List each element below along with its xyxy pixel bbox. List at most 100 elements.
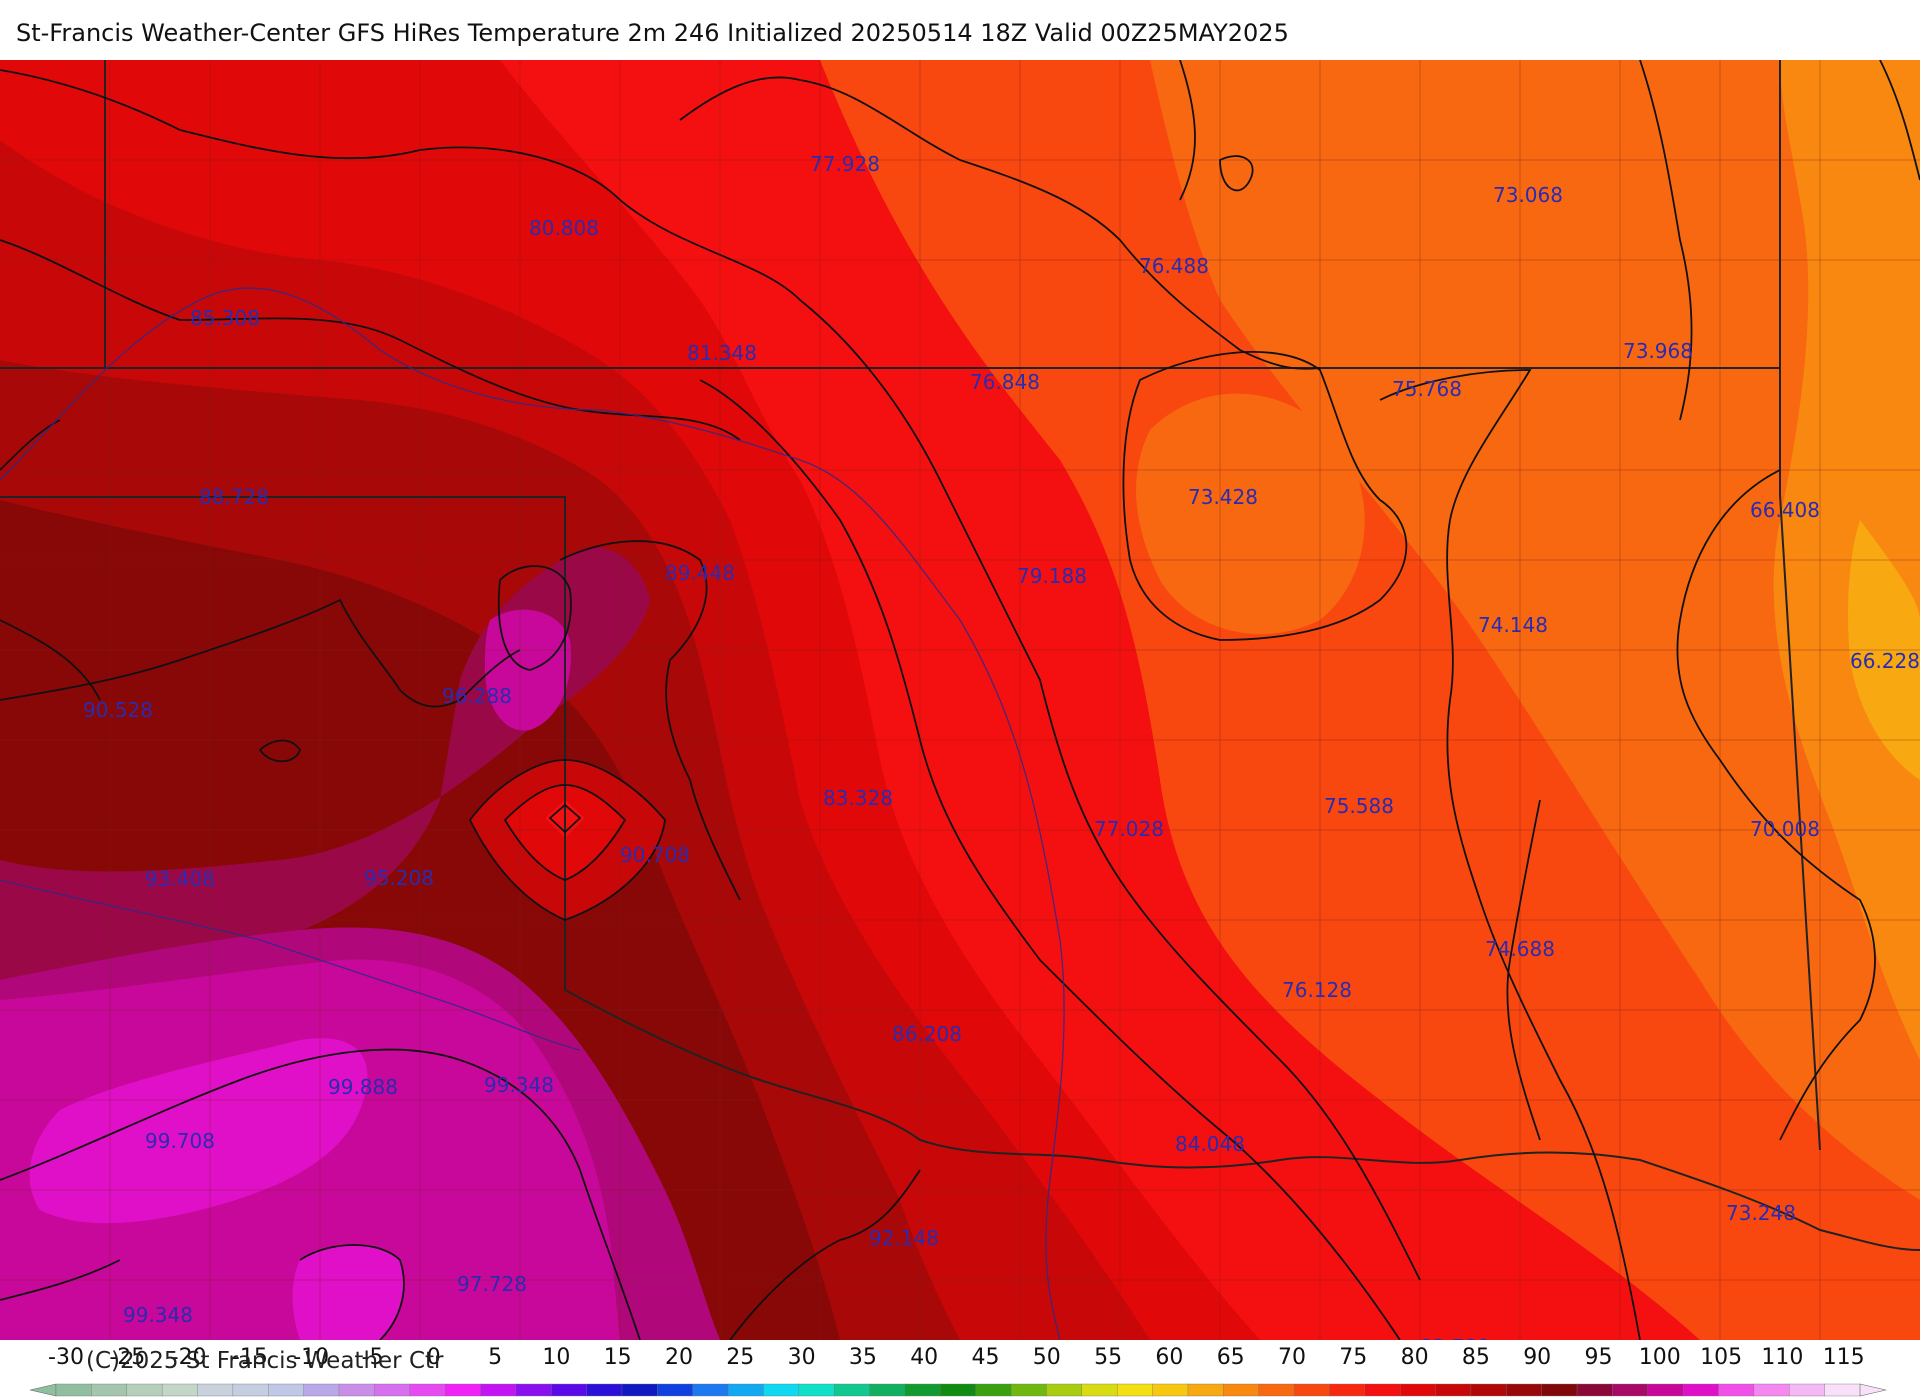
colorbar-swatch [1435,1383,1472,1397]
colorbar-swatch [1647,1383,1684,1397]
copyright-notice: (C)2025 St Francis Weather Ctr [86,1348,444,1374]
colorbar-swatch [338,1383,376,1397]
colorbar-tick-label: 35 [849,1345,877,1370]
colorbar-swatch [374,1383,411,1397]
temperature-label: 73.248 [1726,1201,1796,1225]
colorbar-swatch [904,1383,942,1397]
colorbar-swatch [126,1383,163,1397]
colorbar-swatch [1753,1383,1790,1397]
temperature-label: 77.928 [810,152,880,176]
temperature-label: 75.768 [1392,377,1462,401]
temperature-label: 85.308 [190,306,260,330]
state-boundaries [0,60,1920,1251]
reference-contour [0,287,1065,1340]
temperature-map: 77.928 73.068 80.808 76.488 85.308 81.348 73.9… [0,60,1920,1340]
temperature-label: 97.728 [457,1272,527,1296]
colorbar-swatch [551,1383,588,1397]
temperature-label: 80.808 [529,216,599,240]
colorbar-tick-label: 50 [1033,1345,1061,1370]
colorbar-tick-label: 45 [972,1345,1000,1370]
colorbar-swatch [515,1383,552,1397]
colorbar-tick-label: 15 [604,1345,632,1370]
colorbar-swatch [1682,1383,1720,1397]
colorbar-tick-label: -5 [362,1345,384,1370]
map-title: St-Francis Weather-Center GFS HiRes Temp… [16,19,1289,47]
temperature-label: 90.528 [83,698,153,722]
colorbar-swatch [1824,1383,1861,1397]
colorbar-swatch [444,1383,482,1397]
colorbar-tick-label: 70 [1278,1345,1306,1370]
colorbar-tick-label: 90 [1523,1345,1551,1370]
temperature-label: 76.488 [1139,254,1209,278]
colorbar-swatch [1187,1383,1224,1397]
colorbar-swatch [1223,1383,1260,1397]
temperature-label: 92.148 [869,1226,939,1250]
colorbar-legend: -30 -25 -20 -15 -10 -5 0 5 10 15 20 25 30 35 40 45 50 55 6… [29,1345,1887,1397]
temperature-label: 95.208 [364,866,434,890]
colorbar-tick-label: 65 [1217,1345,1245,1370]
temperature-label: 66.228 [1850,649,1920,673]
temperature-label: 75.588 [1324,794,1394,818]
colorbar-tick-label: 100 [1639,1345,1681,1370]
colorbar-swatch [833,1383,871,1397]
colorbar-tick-label: 5 [488,1345,502,1370]
colorbar-swatch [1399,1383,1437,1397]
colorbar-tick-label: 85 [1462,1345,1490,1370]
isotherm-contours [0,60,1920,1340]
temperature-label: 74.688 [1485,937,1555,961]
temperature-label: 96.288 [442,684,512,708]
colorbar-tick-label: 110 [1761,1345,1803,1370]
colorbar-swatch [586,1383,623,1397]
temp-band-70-75-west [1136,393,1365,635]
colorbar-ticks: -30 -25 -20 -15 -10 -5 0 5 10 15 20 25 30 35 40 45 50 55 6… [48,1345,1865,1370]
colorbar-swatch [975,1383,1012,1397]
temperature-label: 88.728 [199,485,269,509]
colorbar-swatch [1258,1383,1295,1397]
colorbar-swatch [869,1383,906,1397]
colorbar-tick-label: 20 [665,1345,693,1370]
colorbar-swatch [1541,1383,1578,1397]
temperature-label: 73.068 [1493,183,1563,207]
temperature-label: 99.348 [123,1303,193,1327]
colorbar-tick-label: 30 [788,1345,816,1370]
colorbar-swatch [91,1383,128,1397]
colorbar-tick-label: 10 [542,1345,570,1370]
colorbar-swatch [1293,1383,1331,1397]
temp-band-extreme-south [292,1245,404,1340]
colorbar-tick-label: -25 [109,1345,145,1370]
colorbar-swatch [197,1383,234,1397]
temperature-labels: 77.928 73.068 80.808 76.488 85.308 81.348 73.9… [83,152,1920,1340]
temperature-label: 81.348 [687,341,757,365]
colorbar-tick-label: 55 [1094,1345,1122,1370]
temperature-label: 82.788 [1420,1335,1490,1340]
temperature-label: 73.968 [1623,339,1693,363]
colorbar-tick-label: -30 [48,1345,84,1370]
colorbar-swatch [1612,1383,1649,1397]
colorbar-swatch [1152,1383,1189,1397]
colorbar-tick-label: 115 [1823,1345,1865,1370]
colorbar-swatch [409,1383,446,1397]
temperature-label: 70.008 [1750,817,1820,841]
colorbar-swatch [1364,1383,1401,1397]
temperature-label: 66.408 [1750,498,1820,522]
temp-band-70-75 [1150,60,1920,1200]
colorbar-swatch [1329,1383,1366,1397]
colorbar-tick-label: 75 [1339,1345,1367,1370]
colorbar-swatch [1718,1383,1755,1397]
colorbar-swatch [1470,1383,1507,1397]
colorbar-swatch [161,1383,199,1397]
temperature-label: 89.448 [665,561,735,585]
colorbar-min-arrow [29,1383,57,1397]
temp-band-extreme [29,1038,368,1224]
colorbar-swatch [232,1383,269,1397]
colorbar-tick-label: -15 [232,1345,268,1370]
temperature-label: 83.328 [823,786,893,810]
colorbar-swatch [798,1383,835,1397]
colorbar-swatch [268,1383,305,1397]
colorbar-tick-label: 95 [1585,1345,1613,1370]
colorbar-swatch [303,1383,340,1397]
temperature-label: 93.408 [145,867,215,891]
temp-band-60-65 [1848,520,1920,780]
temperature-label: 77.028 [1094,817,1164,841]
temperature-label: 76.128 [1282,978,1352,1002]
